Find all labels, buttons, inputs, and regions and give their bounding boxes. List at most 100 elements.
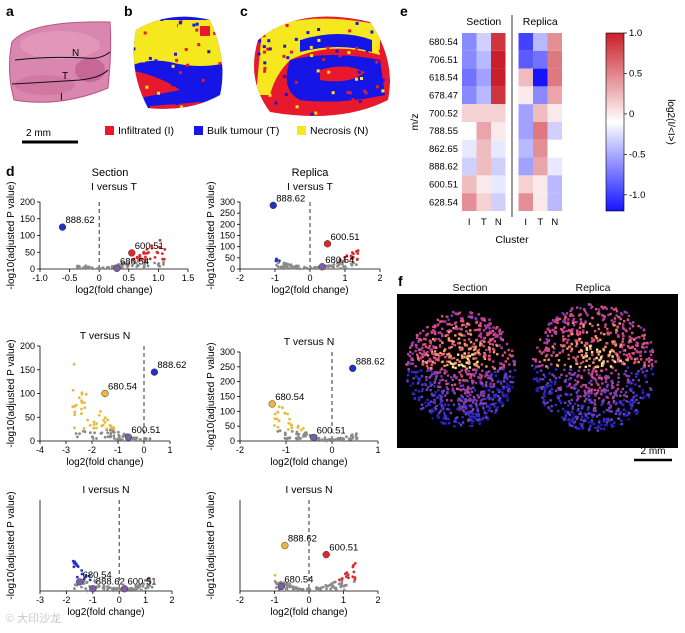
volcano-point [77, 264, 80, 268]
intensity-pixel [465, 367, 468, 370]
cluster-pixel [339, 72, 343, 76]
intensity-pixel [466, 322, 469, 326]
intensity-pixel [606, 389, 610, 392]
cluster-pixel [179, 71, 182, 75]
volcano-point [342, 588, 346, 592]
intensity-pixel [571, 332, 574, 336]
cluster-pixel [282, 54, 286, 58]
intensity-pixel [561, 349, 565, 352]
volcano-point [148, 437, 152, 441]
intensity-pixel [544, 355, 548, 358]
intensity-pixel [535, 388, 538, 391]
intensity-pixel [572, 318, 575, 321]
intensity-pixel [490, 373, 493, 376]
intensity-pixel [414, 365, 417, 368]
volcano-point [351, 436, 355, 440]
highlight-label: 600.51 [131, 425, 160, 436]
cluster-pixel [379, 119, 382, 122]
intensity-pixel [433, 330, 437, 333]
intensity-pixel [467, 419, 470, 423]
intensity-pixel [612, 401, 615, 404]
intensity-pixel [630, 323, 633, 326]
intensity-pixel [465, 405, 468, 408]
intensity-pixel [631, 345, 634, 348]
volcano-point [339, 267, 342, 270]
volcano-point [71, 559, 75, 563]
intensity-pixel [446, 407, 449, 411]
intensity-pixel [614, 369, 617, 372]
intensity-pixel [620, 422, 624, 426]
intensity-pixel [436, 396, 439, 399]
intensity-pixel [569, 393, 573, 396]
intensity-pixel [616, 383, 619, 387]
intensity-pixel [417, 390, 421, 393]
intensity-pixel [569, 330, 572, 333]
intensity-pixel [649, 341, 652, 344]
intensity-pixel [438, 382, 441, 385]
intensity-pixel [617, 407, 620, 411]
intensity-pixel [433, 398, 436, 402]
cluster-pixel [395, 12, 398, 15]
cluster-pixel [364, 91, 368, 95]
intensity-pixel [585, 346, 588, 350]
intensity-pixel [625, 384, 629, 388]
intensity-pixel [469, 376, 473, 379]
intensity-pixel [629, 389, 633, 392]
intensity-pixel [472, 357, 475, 360]
intensity-pixel [424, 338, 427, 341]
intensity-pixel [411, 391, 414, 394]
intensity-pixel [409, 384, 412, 387]
intensity-pixel [458, 371, 461, 374]
intensity-pixel [580, 376, 583, 380]
intensity-pixel [573, 420, 577, 424]
intensity-pixel [409, 350, 412, 354]
intensity-pixel [564, 416, 567, 419]
intensity-pixel [505, 342, 509, 346]
volcano-point [146, 586, 150, 589]
intensity-pixel [600, 378, 603, 381]
x-tick-label: -0.5 [62, 273, 78, 283]
intensity-pixel [476, 364, 479, 367]
cluster-pixel [263, 69, 267, 73]
intensity-pixel [448, 323, 451, 326]
intensity-pixel [414, 343, 418, 347]
cluster-pixel [283, 95, 287, 99]
intensity-pixel [476, 408, 479, 411]
intensity-pixel [595, 308, 598, 311]
intensity-pixel [596, 339, 600, 343]
intensity-pixel [471, 421, 474, 424]
intensity-pixel [585, 342, 588, 346]
intensity-pixel [498, 332, 502, 335]
intensity-pixel [476, 410, 480, 413]
intensity-pixel [602, 410, 605, 414]
intensity-pixel [547, 339, 551, 342]
intensity-pixel [431, 394, 434, 397]
intensity-pixel [480, 381, 484, 385]
intensity-pixel [470, 390, 473, 394]
intensity-pixel [559, 388, 562, 391]
intensity-pixel [649, 350, 652, 353]
cluster-pixel [363, 89, 367, 93]
intensity-pixel [587, 392, 590, 395]
highlight-point [277, 582, 286, 591]
intensity-pixel [590, 421, 593, 424]
volcano-plots: I versus T-1.0 -0.5 0 0.5 1.0 1.5050100150200… [6, 181, 385, 618]
intensity-pixel [494, 393, 497, 396]
intensity-pixel [609, 404, 612, 407]
intensity-pixel [475, 407, 479, 410]
cluster-pixel [316, 109, 320, 113]
intensity-pixel [469, 393, 472, 397]
intensity-pixel [435, 358, 438, 361]
intensity-pixel [601, 318, 605, 322]
intensity-pixel [593, 403, 597, 406]
heatmap-cell [533, 157, 548, 176]
intensity-pixel [602, 314, 605, 318]
intensity-pixel [468, 397, 472, 400]
intensity-pixel [485, 412, 488, 415]
intensity-pixel [411, 362, 414, 365]
intensity-pixel [620, 313, 624, 316]
intensity-pixel [630, 337, 633, 340]
intensity-pixel [563, 313, 566, 316]
intensity-pixel [584, 393, 588, 396]
intensity-pixel [590, 340, 594, 343]
